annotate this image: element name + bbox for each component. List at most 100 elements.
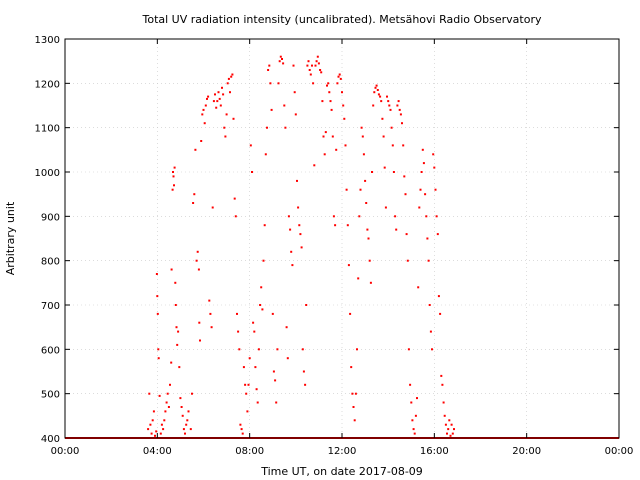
data-point [191,392,193,395]
data-point [365,202,368,204]
data-point [416,397,418,400]
data-point [345,188,348,191]
data-point [389,108,392,111]
data-point [176,343,179,346]
data-point [335,148,338,151]
data-point [336,82,339,85]
data-point [305,304,308,306]
data-point [234,215,237,218]
data-point [446,432,448,435]
data-point [277,82,280,85]
data-point [209,312,212,315]
data-point [373,91,376,94]
data-point [291,264,294,267]
data-point [309,73,312,76]
data-point [193,193,196,196]
data-point [453,428,455,431]
data-point [314,64,317,67]
data-point [173,166,176,169]
data-point [185,423,188,426]
data-point [299,233,302,236]
data-point [225,113,228,116]
data-point [163,419,166,422]
data-point [346,224,349,227]
y-tick-label: 400 [41,434,60,445]
x-tick-label: 00:00 [605,446,634,457]
data-point [275,401,278,404]
data-point [170,361,173,364]
data-point [331,135,334,138]
data-point [343,117,346,120]
data-point [361,135,364,138]
data-point [196,250,199,253]
grid-layer [65,39,619,438]
data-point [281,58,283,60]
data-point [241,432,244,435]
data-point [374,86,377,89]
data-point [177,330,180,333]
data-point [359,188,362,191]
data-point [388,104,391,107]
data-point [266,126,268,129]
data-point [287,215,290,218]
data-point [164,410,167,413]
data-point [263,224,266,227]
data-point [233,197,236,200]
data-point [157,357,160,360]
data-point [406,259,409,262]
data-point [338,73,341,76]
data-point [276,348,279,351]
y-tick-label: 800 [41,257,60,268]
data-point [231,73,234,76]
data-point [449,434,452,437]
data-point [160,423,163,426]
data-point [369,281,372,284]
data-point [337,75,340,78]
data-point [412,428,415,431]
data-point [384,206,387,209]
data-point [262,259,265,262]
y-tick-label: 1300 [35,35,60,46]
data-point [208,299,211,302]
data-point [284,126,287,129]
data-point [248,357,251,360]
data-point [402,144,405,147]
data-point [226,82,229,85]
data-point [157,348,160,351]
data-point [178,366,181,369]
data-point [158,394,161,397]
data-point [181,414,184,417]
data-point [447,428,450,431]
data-point [399,113,402,116]
data-point [417,286,420,289]
data-point [349,312,352,315]
data-point [306,64,309,67]
data-point [404,193,407,196]
data-point [211,206,214,209]
data-point [347,264,350,267]
y-tick-label: 1100 [35,124,60,135]
data-point [150,432,153,435]
data-point [199,339,201,342]
data-point [214,93,216,96]
data-point [224,135,227,138]
data-point [232,117,235,120]
data-point [156,312,159,315]
data-point [381,117,384,120]
data-point [315,60,318,63]
data-point [375,84,378,87]
data-point [410,401,413,404]
data-point [386,95,388,98]
data-point [159,432,162,435]
data-point [383,166,386,169]
data-point [439,312,442,315]
data-point [405,233,408,236]
data-point [201,113,204,116]
data-point [195,259,198,262]
data-point [174,281,177,284]
data-point [329,100,332,103]
data-point [414,414,417,417]
y-axis-label: Arbitrary unit [4,201,17,275]
data-point [174,304,177,306]
